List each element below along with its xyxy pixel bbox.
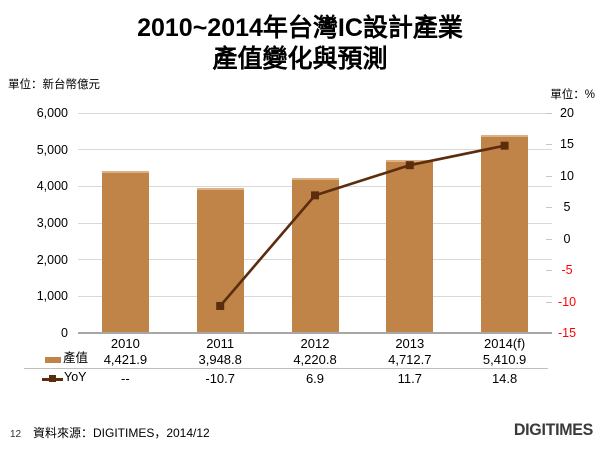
right-axis-tick-label: -10: [557, 294, 577, 309]
right-axis-tick-label: -15: [557, 326, 577, 340]
right-axis-unit-label: 單位：%: [550, 89, 595, 101]
yoy-value-cell: 14.8: [491, 371, 518, 386]
bar-value-cell: 5,410.9: [482, 352, 527, 367]
bar-value-cell: 3,948.8: [198, 352, 242, 367]
x-axis-line: [78, 332, 552, 334]
right-axis-tick-mark: [546, 238, 552, 240]
left-axis-tick-label: 4,000: [36, 179, 68, 194]
right-axis-tick-mark: [546, 113, 552, 114]
bar-2012: [291, 178, 339, 333]
bar-2014(f): [481, 134, 529, 333]
chart-title-line2: 產值變化與預測: [212, 45, 388, 73]
gridline: [78, 112, 552, 114]
bar-value-cell: 4,220.8: [293, 352, 337, 367]
bar-2011: [196, 188, 244, 333]
right-axis-tick-mark: [546, 270, 552, 272]
right-axis-tick-label: 15: [560, 137, 574, 152]
right-axis-tick-label: 5: [563, 200, 571, 215]
source-text: 資料來源：DIGITIMES，2014/12: [33, 426, 210, 440]
right-axis-tick-label: -5: [561, 263, 573, 278]
left-axis-unit-label: 單位：新台幣億元: [8, 79, 100, 91]
category-label: 2011: [206, 336, 235, 351]
category-label: 2012: [300, 336, 330, 351]
digitimes-logo: DIGITIMES: [513, 421, 593, 440]
yoy-value-cell: 11.7: [397, 371, 422, 386]
right-axis-tick-label: 0: [563, 231, 571, 246]
left-axis-tick-label: 0: [61, 326, 68, 340]
bar-series-legend-swatch-icon: [45, 357, 61, 363]
legend-table-separator: [24, 368, 548, 369]
category-label: 2010: [110, 336, 140, 351]
left-axis-tick-label: 1,000: [36, 289, 68, 304]
left-axis-tick-label: 5,000: [36, 142, 68, 157]
plot-area: [78, 112, 552, 334]
yoy-value-cell: 6.9: [305, 371, 325, 386]
line-series-legend-marker-icon: [49, 375, 56, 382]
yoy-value-cell: --: [121, 371, 130, 386]
category-label: 2014(f): [483, 336, 526, 351]
category-label: 2013: [395, 336, 425, 351]
right-axis-tick-mark: [546, 301, 552, 303]
right-axis-tick-mark: [546, 207, 552, 209]
right-axis-tick-mark: [546, 175, 552, 177]
bar-value-cell: 4,421.9: [103, 352, 148, 367]
line-series-legend-label: YoY: [64, 370, 87, 384]
left-axis-tick-label: 3,000: [36, 216, 68, 230]
bar-series-legend-label: 產值: [63, 351, 89, 365]
chart-title-line1: 2010~2014年台灣IC設計產業: [137, 14, 463, 42]
right-axis-tick-label: 20: [560, 106, 574, 120]
left-axis-tick-label: 6,000: [36, 106, 68, 120]
bar-value-cell: 4,712.7: [388, 352, 432, 367]
bar-2013: [386, 160, 434, 333]
right-axis-tick-mark: [546, 144, 552, 146]
yoy-value-cell: -10.7: [205, 371, 235, 386]
page-number: 12: [10, 429, 22, 440]
bar-2010: [101, 170, 149, 333]
right-axis-tick-label: 10: [560, 168, 574, 183]
left-axis-tick-label: 2,000: [36, 252, 68, 267]
